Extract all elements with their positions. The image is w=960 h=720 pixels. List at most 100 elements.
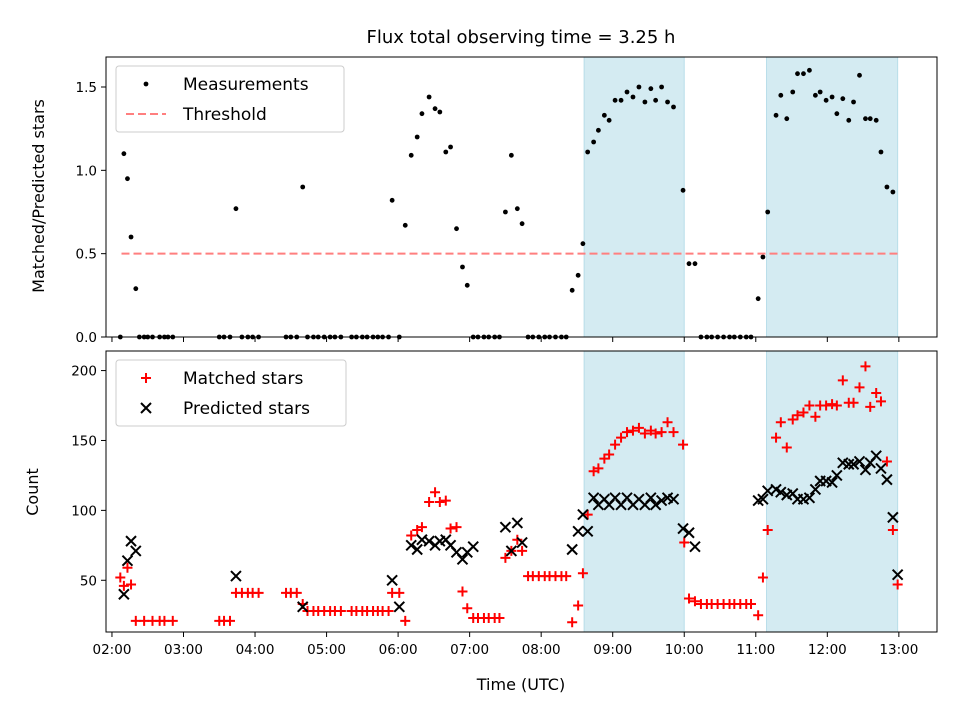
bottom-point-2-64 xyxy=(847,458,860,470)
top-point-1-109 xyxy=(778,92,784,98)
bottom-point-2-71 xyxy=(887,511,899,524)
bottom-shaded-interval-1 xyxy=(583,350,685,633)
bottom-point-1-71 xyxy=(573,600,584,611)
top-point-1-122 xyxy=(851,99,856,105)
top-point-1-43 xyxy=(402,222,408,228)
x-tick-label-6: 07:00 xyxy=(450,642,489,658)
bottom-point-1-89 xyxy=(678,439,689,450)
bottom-point-1-49 xyxy=(451,522,462,533)
top-point-1-41 xyxy=(389,197,395,203)
bottom-point-1-47 xyxy=(440,495,451,506)
top-point-1-3 xyxy=(125,176,130,182)
top-point-1-84 xyxy=(630,94,636,100)
bottom-point-2-40 xyxy=(649,499,662,511)
x-tick-label-5: 06:00 xyxy=(379,642,418,658)
bottom-point-2-48 xyxy=(757,493,769,505)
top-point-1-125 xyxy=(867,116,873,122)
top-point-1-73 xyxy=(569,287,575,293)
bottom-y-tick-label-3: 150 xyxy=(71,433,97,449)
bottom-point-1-58 xyxy=(500,552,511,563)
top-point-1-112 xyxy=(795,71,800,77)
bottom-point-2-68 xyxy=(870,450,882,462)
top-point-1-81 xyxy=(612,97,618,103)
top-point-1-2 xyxy=(121,151,127,157)
bottom-point-1-46 xyxy=(434,496,445,507)
x-axis-label: Time (UTC) xyxy=(476,675,565,694)
top-point-1-62 xyxy=(508,152,514,158)
top-point-1-78 xyxy=(596,127,601,133)
top-point-1-5 xyxy=(133,286,139,292)
bottom-point-2-22 xyxy=(505,545,518,557)
bottom-y-axis-label: Count xyxy=(23,468,42,516)
bottom-point-2-29 xyxy=(587,492,600,504)
bottom-y-tick-label-2: 100 xyxy=(71,503,97,519)
bottom-point-1-102 xyxy=(746,599,757,610)
bottom-point-2-28 xyxy=(581,525,594,538)
bottom-point-1-5 xyxy=(130,615,141,626)
top-point-1-92 xyxy=(680,187,686,193)
top-point-1-75 xyxy=(580,241,586,247)
bottom-point-1-81 xyxy=(627,425,638,436)
bottom-series-2 xyxy=(118,450,904,613)
top-axes-frame xyxy=(105,56,938,338)
top-point-1-110 xyxy=(784,116,790,122)
bottom-point-1-78 xyxy=(610,439,621,450)
bottom-point-1-121 xyxy=(854,382,865,393)
bottom-point-1-104 xyxy=(757,572,768,583)
top-point-1-54 xyxy=(464,282,470,288)
top-point-1-25 xyxy=(300,184,306,190)
bottom-axes-frame xyxy=(105,350,938,633)
x-tick-label-12: 13:00 xyxy=(879,642,918,658)
bottom-point-1-2 xyxy=(118,580,129,591)
bottom-point-1-105 xyxy=(762,524,773,535)
top-y-tick-label-4: 1.5 xyxy=(76,80,97,96)
top-point-1-82 xyxy=(618,97,624,103)
top-point-1-80 xyxy=(606,117,612,123)
bottom-point-1-29 xyxy=(335,606,346,617)
top-point-1-105 xyxy=(755,296,761,302)
top-point-1-76 xyxy=(585,149,591,155)
top-point-1-51 xyxy=(448,144,453,150)
bottom-point-1-44 xyxy=(424,496,435,507)
top-series-1 xyxy=(117,67,896,340)
bottom-point-1-57 xyxy=(494,613,505,624)
top-point-1-90 xyxy=(665,99,670,105)
top-point-1-47 xyxy=(426,94,432,100)
bottom-point-2-57 xyxy=(809,483,822,496)
top-point-1-114 xyxy=(807,67,812,73)
bottom-point-1-9 xyxy=(159,615,170,626)
bottom-point-1-41 xyxy=(406,530,417,541)
top-point-1-118 xyxy=(829,94,835,100)
bottom-y-tick-label-1: 50 xyxy=(80,573,97,589)
bottom-point-1-10 xyxy=(167,615,178,626)
bottom-point-1-3 xyxy=(122,562,133,573)
bottom-point-2-51 xyxy=(775,486,787,498)
bottom-point-1-122 xyxy=(860,361,871,372)
bottom-point-1-107 xyxy=(775,417,786,428)
bottom-point-1-21 xyxy=(291,587,302,598)
bottom-point-2-25 xyxy=(566,543,578,556)
bottom-point-2-66 xyxy=(859,464,872,476)
bottom-point-2-46 xyxy=(689,541,701,553)
top-point-1-61 xyxy=(503,209,508,215)
bottom-point-1-127 xyxy=(887,524,898,535)
bottom-point-1-48 xyxy=(445,523,456,534)
bottom-point-1-110 xyxy=(792,410,803,421)
bottom-point-1-87 xyxy=(662,417,673,428)
bottom-point-1-120 xyxy=(848,397,859,408)
bottom-point-1-80 xyxy=(622,427,633,438)
top-point-1-88 xyxy=(653,97,659,103)
x-tick-label-4: 05:00 xyxy=(307,642,346,658)
bottom-point-1-79 xyxy=(616,432,627,443)
bottom-point-1-13 xyxy=(224,615,235,626)
bottom-legend: Matched stars Predicted stars xyxy=(115,359,347,427)
bottom-point-1-106 xyxy=(771,432,782,443)
top-point-1-85 xyxy=(636,84,642,90)
bottom-point-2-65 xyxy=(853,455,866,468)
bottom-point-1-113 xyxy=(810,411,821,422)
bottom-point-1-85 xyxy=(650,428,661,439)
bottom-point-1-126 xyxy=(881,456,892,467)
x-tick-label-10: 11:00 xyxy=(736,642,775,658)
top-point-1-115 xyxy=(812,92,818,98)
bottom-point-1-43 xyxy=(416,522,427,533)
